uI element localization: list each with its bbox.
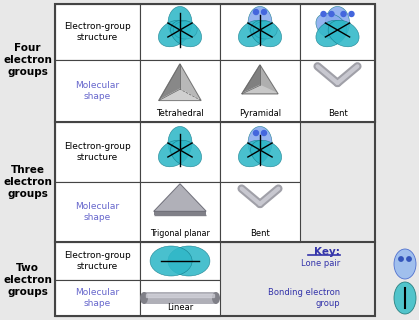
Bar — [220, 122, 300, 182]
Ellipse shape — [394, 282, 416, 314]
Ellipse shape — [251, 20, 282, 47]
Bar — [220, 4, 300, 60]
Text: Bent: Bent — [250, 229, 270, 238]
Polygon shape — [159, 64, 201, 100]
Circle shape — [253, 131, 259, 135]
Bar — [220, 182, 300, 242]
Text: Four
electron
groups: Four electron groups — [3, 44, 52, 76]
Circle shape — [253, 10, 259, 14]
Text: Bonding electron
group: Bonding electron group — [268, 288, 340, 308]
Bar — [140, 122, 220, 182]
Ellipse shape — [394, 249, 416, 279]
Bar — [55, 4, 375, 316]
Polygon shape — [159, 64, 180, 100]
Ellipse shape — [316, 20, 347, 47]
Text: Electron-group
structure: Electron-group structure — [64, 142, 131, 162]
Ellipse shape — [248, 6, 272, 39]
Polygon shape — [242, 65, 278, 94]
Polygon shape — [242, 85, 278, 94]
Circle shape — [407, 257, 411, 261]
Ellipse shape — [140, 292, 148, 304]
Bar — [140, 182, 220, 242]
Bar — [140, 60, 220, 122]
Circle shape — [341, 12, 346, 17]
Polygon shape — [154, 184, 206, 211]
Ellipse shape — [316, 13, 347, 40]
Bar — [55, 280, 140, 316]
Text: Electron-group
structure: Electron-group structure — [64, 22, 131, 42]
Circle shape — [321, 12, 326, 17]
Bar — [55, 60, 140, 122]
Polygon shape — [146, 294, 214, 297]
Ellipse shape — [150, 246, 192, 276]
Ellipse shape — [253, 21, 277, 39]
Ellipse shape — [326, 6, 349, 39]
Polygon shape — [159, 89, 201, 100]
Circle shape — [261, 131, 266, 135]
Ellipse shape — [168, 126, 192, 159]
Ellipse shape — [212, 292, 220, 304]
Circle shape — [261, 10, 266, 14]
Bar — [140, 4, 220, 60]
Text: Three
electron
groups: Three electron groups — [3, 165, 52, 199]
Bar — [154, 211, 206, 215]
Bar — [220, 60, 300, 122]
Text: Molecular
shape: Molecular shape — [75, 202, 119, 222]
Ellipse shape — [158, 140, 189, 167]
Bar — [300, 60, 375, 122]
Ellipse shape — [173, 21, 197, 39]
Text: Two
electron
groups: Two electron groups — [3, 263, 52, 297]
Bar — [55, 122, 140, 182]
Ellipse shape — [251, 140, 282, 167]
Polygon shape — [242, 65, 260, 94]
Ellipse shape — [238, 20, 269, 47]
Circle shape — [349, 12, 354, 17]
Circle shape — [399, 257, 403, 261]
Text: Tetrahedral: Tetrahedral — [156, 109, 204, 118]
Ellipse shape — [171, 140, 202, 167]
Text: Lone pair: Lone pair — [301, 260, 340, 268]
Text: Key:: Key: — [314, 247, 340, 257]
Bar — [140, 280, 220, 316]
Bar — [55, 4, 140, 60]
Ellipse shape — [248, 126, 272, 159]
Text: Pyramidal: Pyramidal — [239, 109, 281, 118]
Bar — [55, 242, 140, 280]
Ellipse shape — [158, 20, 189, 47]
Text: Molecular
shape: Molecular shape — [75, 288, 119, 308]
Bar — [55, 182, 140, 242]
Text: Bent: Bent — [328, 109, 347, 118]
Ellipse shape — [168, 6, 192, 39]
Text: Electron-group
structure: Electron-group structure — [64, 251, 131, 271]
Text: Trigonal planar: Trigonal planar — [150, 229, 210, 238]
Text: Linear: Linear — [167, 303, 193, 313]
Text: Molecular
shape: Molecular shape — [75, 81, 119, 101]
Bar — [140, 242, 220, 280]
Ellipse shape — [168, 246, 210, 276]
Ellipse shape — [238, 140, 269, 167]
Bar — [144, 292, 216, 304]
Circle shape — [329, 12, 334, 17]
Ellipse shape — [328, 20, 359, 47]
Bar — [300, 4, 375, 60]
Ellipse shape — [171, 20, 202, 47]
